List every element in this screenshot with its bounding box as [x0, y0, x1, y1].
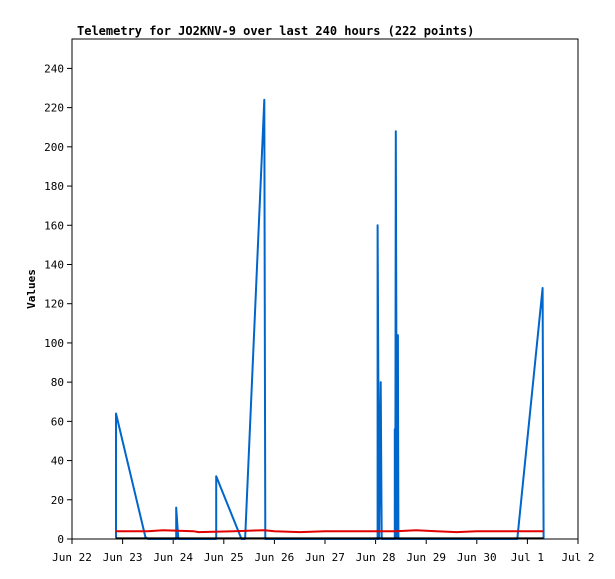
series-layer — [115, 98, 545, 540]
y-tick-label: 100 — [44, 337, 64, 350]
y-tick-label: 140 — [44, 258, 64, 271]
y-tick-label: 120 — [44, 298, 64, 311]
y-tick-label: 180 — [44, 180, 64, 193]
y-tick-label: 80 — [51, 376, 64, 389]
series-line-1 — [115, 98, 545, 540]
y-axis-label: Values — [25, 269, 38, 309]
plot-frame — [71, 38, 579, 540]
x-tick-label: Jun 26 — [255, 551, 295, 564]
y-tick-label: 60 — [51, 415, 64, 428]
x-tick-label: Jun 27 — [305, 551, 345, 564]
series-line-2 — [116, 529, 544, 534]
y-tick-label: 240 — [44, 62, 64, 75]
y-tick-label: 220 — [44, 102, 64, 115]
x-axis: Jun 22 Jun 23 Jun 24 Jun 25 Jun 26 Jun 27 Jun … — [52, 539, 595, 564]
y-tick-label: 160 — [44, 219, 64, 232]
chart-title: Telemetry for JO2KNV-9 over last 240 hou… — [77, 24, 474, 38]
y-tick-label: 40 — [51, 455, 64, 468]
y-tick-label: 20 — [51, 494, 64, 507]
x-tick-label: Jun 22 — [52, 551, 92, 564]
x-tick-label: Jun 23 — [103, 551, 143, 564]
y-tick-label: 200 — [44, 141, 64, 154]
x-tick-label: Jul 1 — [511, 551, 544, 564]
x-tick-label: Jun 25 — [204, 551, 244, 564]
x-tick-label: Jul 2 — [561, 551, 594, 564]
x-tick-label: Jun 30 — [457, 551, 497, 564]
x-tick-label: Jun 29 — [406, 551, 446, 564]
x-tick-label: Jun 28 — [356, 551, 396, 564]
x-tick-label: Jun 24 — [153, 551, 193, 564]
y-tick-label: 0 — [57, 533, 64, 546]
y-axis: 0 20 40 60 80 100 120 140 160 180 200 220 240 — [44, 62, 72, 546]
